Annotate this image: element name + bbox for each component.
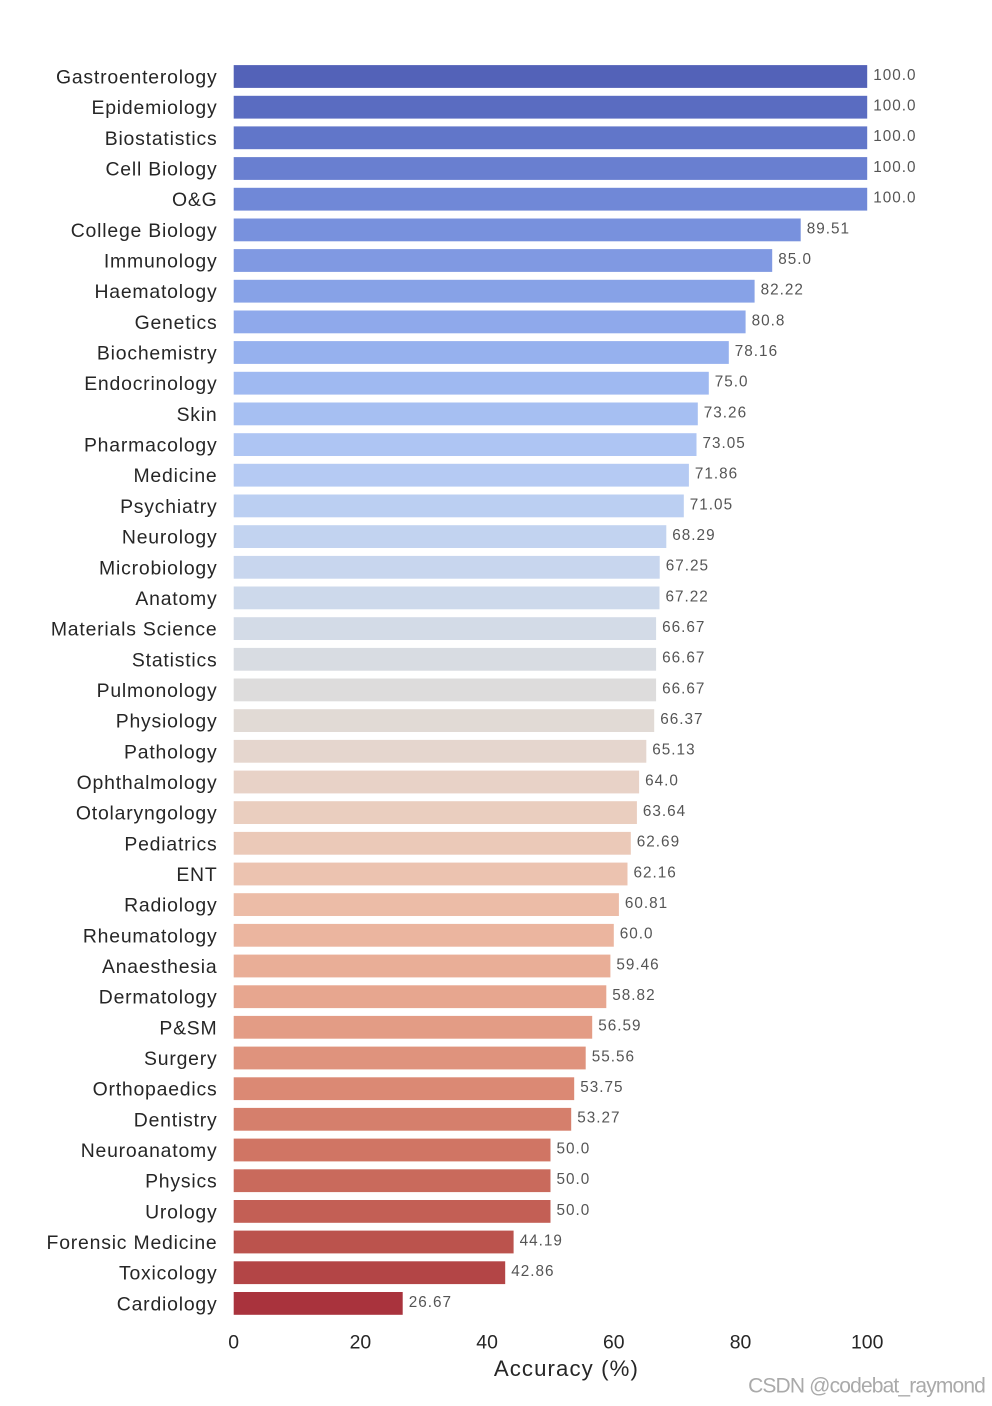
- svg-text:65.13: 65.13: [652, 742, 695, 759]
- svg-text:Otolaryngology: Otolaryngology: [76, 803, 218, 825]
- svg-text:Epidemiology: Epidemiology: [91, 97, 217, 119]
- svg-text:Endocrinology: Endocrinology: [84, 373, 217, 395]
- svg-text:Microbiology: Microbiology: [99, 557, 217, 579]
- svg-text:55.56: 55.56: [592, 1048, 635, 1065]
- svg-text:Immunology: Immunology: [104, 251, 218, 273]
- svg-text:Genetics: Genetics: [135, 312, 218, 334]
- svg-text:60.0: 60.0: [620, 926, 654, 943]
- svg-text:0: 0: [228, 1332, 239, 1354]
- svg-text:73.26: 73.26: [704, 404, 747, 421]
- svg-text:Anatomy: Anatomy: [135, 588, 217, 610]
- svg-text:Toxicology: Toxicology: [119, 1263, 218, 1285]
- svg-text:40: 40: [476, 1332, 498, 1354]
- svg-text:Biochemistry: Biochemistry: [97, 343, 218, 365]
- svg-text:Cell Biology: Cell Biology: [106, 159, 218, 181]
- svg-text:Neurology: Neurology: [122, 527, 218, 549]
- svg-text:82.22: 82.22: [761, 282, 804, 299]
- svg-text:Haematology: Haematology: [94, 281, 217, 303]
- svg-text:78.16: 78.16: [735, 343, 778, 360]
- svg-text:Cardiology: Cardiology: [117, 1293, 218, 1315]
- svg-text:Pulmonology: Pulmonology: [97, 680, 218, 702]
- svg-text:89.51: 89.51: [807, 220, 850, 237]
- svg-text:64.0: 64.0: [645, 772, 679, 789]
- svg-text:58.82: 58.82: [612, 987, 655, 1004]
- svg-text:O&G: O&G: [172, 189, 218, 211]
- svg-text:56.59: 56.59: [598, 1018, 641, 1035]
- svg-text:CSDN @codebat_raymond: CSDN @codebat_raymond: [748, 1374, 985, 1397]
- svg-text:50.0: 50.0: [557, 1140, 591, 1157]
- svg-text:71.05: 71.05: [690, 496, 733, 513]
- svg-text:Radiology: Radiology: [124, 895, 217, 917]
- svg-text:53.27: 53.27: [577, 1110, 620, 1127]
- svg-text:66.67: 66.67: [662, 619, 705, 636]
- svg-text:Ophthalmology: Ophthalmology: [77, 772, 218, 794]
- svg-text:63.64: 63.64: [643, 803, 686, 820]
- svg-text:Urology: Urology: [145, 1201, 217, 1223]
- svg-text:Dermatology: Dermatology: [99, 987, 218, 1009]
- svg-text:20: 20: [350, 1332, 372, 1354]
- svg-text:College Biology: College Biology: [71, 220, 218, 242]
- svg-text:50.0: 50.0: [557, 1171, 591, 1188]
- svg-text:50.0: 50.0: [557, 1202, 591, 1219]
- svg-text:100.0: 100.0: [873, 128, 916, 145]
- svg-text:Rheumatology: Rheumatology: [83, 925, 218, 947]
- svg-text:66.67: 66.67: [662, 650, 705, 667]
- svg-text:68.29: 68.29: [672, 527, 715, 544]
- svg-text:73.05: 73.05: [703, 435, 746, 452]
- svg-text:100.0: 100.0: [873, 190, 916, 207]
- svg-text:80.8: 80.8: [752, 312, 786, 329]
- svg-text:75.0: 75.0: [715, 374, 749, 391]
- svg-text:53.75: 53.75: [580, 1079, 623, 1096]
- svg-text:100.0: 100.0: [873, 159, 916, 176]
- svg-text:Anaesthesia: Anaesthesia: [102, 956, 218, 978]
- svg-text:Accuracy (%): Accuracy (%): [494, 1356, 639, 1381]
- svg-text:59.46: 59.46: [616, 956, 659, 973]
- svg-text:100: 100: [851, 1332, 884, 1354]
- svg-text:Materials Science: Materials Science: [51, 619, 218, 641]
- svg-text:71.86: 71.86: [695, 466, 738, 483]
- svg-text:ENT: ENT: [176, 864, 217, 886]
- svg-text:Neuroanatomy: Neuroanatomy: [81, 1140, 218, 1162]
- svg-text:Psychiatry: Psychiatry: [120, 496, 217, 518]
- svg-text:Skin: Skin: [177, 404, 218, 426]
- svg-text:Pathology: Pathology: [124, 741, 217, 763]
- svg-text:67.25: 67.25: [666, 558, 709, 575]
- svg-text:Gastroenterology: Gastroenterology: [56, 67, 218, 89]
- svg-text:Forensic Medicine: Forensic Medicine: [47, 1232, 218, 1254]
- svg-text:80: 80: [730, 1332, 752, 1354]
- svg-text:85.0: 85.0: [778, 251, 812, 268]
- svg-text:66.37: 66.37: [660, 711, 703, 728]
- svg-text:42.86: 42.86: [511, 1263, 554, 1280]
- svg-text:Physics: Physics: [145, 1171, 217, 1193]
- svg-text:60.81: 60.81: [625, 895, 668, 912]
- svg-text:66.67: 66.67: [662, 680, 705, 697]
- svg-text:44.19: 44.19: [520, 1232, 563, 1249]
- svg-text:100.0: 100.0: [873, 98, 916, 115]
- svg-text:Biostatistics: Biostatistics: [105, 128, 218, 150]
- svg-text:Dentistry: Dentistry: [134, 1109, 218, 1131]
- svg-text:62.69: 62.69: [637, 834, 680, 851]
- svg-text:Orthopaedics: Orthopaedics: [93, 1079, 218, 1101]
- svg-text:Pediatrics: Pediatrics: [124, 833, 217, 855]
- svg-text:60: 60: [603, 1332, 625, 1354]
- svg-text:26.67: 26.67: [409, 1294, 452, 1311]
- svg-text:Pharmacology: Pharmacology: [84, 435, 218, 457]
- svg-text:100.0: 100.0: [873, 67, 916, 84]
- svg-text:67.22: 67.22: [666, 588, 709, 605]
- svg-text:62.16: 62.16: [634, 864, 677, 881]
- svg-text:Statistics: Statistics: [132, 649, 218, 671]
- svg-text:Medicine: Medicine: [133, 465, 217, 487]
- svg-text:Surgery: Surgery: [144, 1048, 218, 1070]
- svg-text:Physiology: Physiology: [116, 711, 218, 733]
- svg-text:P&SM: P&SM: [159, 1017, 217, 1039]
